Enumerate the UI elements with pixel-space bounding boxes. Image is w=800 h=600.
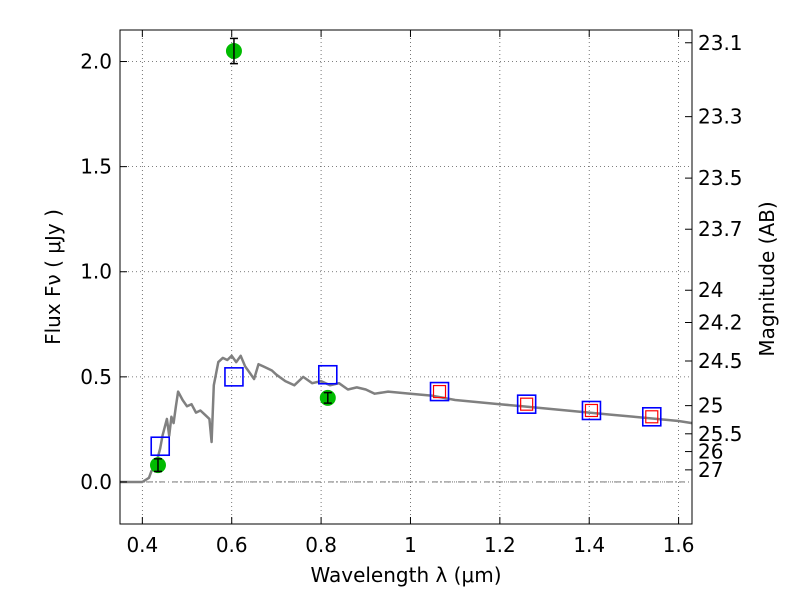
x-tick-label: 1.2 — [484, 533, 516, 557]
y-tick-label: 0.5 — [80, 365, 112, 389]
model-flux-box — [317, 364, 338, 385]
x-tick-label: 1 — [404, 533, 417, 557]
x-axis-ticks: 0.4 0.6 0.8 1 1.2 1.4 1.6 — [126, 30, 695, 557]
y-tick-label: 1.5 — [80, 155, 112, 179]
model-flux-box — [429, 381, 450, 402]
model-flux-box — [641, 406, 662, 427]
model-flux-box-inner — [520, 397, 534, 411]
model-flux-box — [581, 400, 602, 421]
x-tick-label: 0.8 — [305, 533, 337, 557]
model-flux-box-inner — [432, 384, 447, 399]
x-tick-label: 1.6 — [663, 533, 695, 557]
right-tick-label: 23.3 — [698, 105, 743, 129]
template-spectrum-line — [120, 354, 693, 484]
y-tick-label: 1.0 — [80, 260, 112, 284]
x-tick-label: 0.4 — [126, 533, 158, 557]
model-flux-box — [150, 436, 171, 457]
model-flux-box — [224, 367, 244, 387]
y-axis-label: Flux Fν ( μJy ) — [41, 209, 65, 345]
model-flux-box — [516, 394, 537, 414]
right-tick-label: 23.7 — [698, 217, 743, 241]
right-tick-label: 27 — [698, 458, 723, 482]
model-flux-box-inner — [584, 403, 599, 418]
model-flux-box-inner — [645, 410, 659, 424]
right-tick-label: 26 — [698, 440, 723, 464]
y-tick-label: 2.0 — [80, 50, 112, 74]
y-tick-label: 0.0 — [80, 470, 112, 494]
plot-series — [120, 37, 693, 484]
right-tick-label: 25.5 — [698, 422, 743, 446]
right-axis-label: Magnitude (AB) — [755, 201, 779, 356]
right-tick-label: 23.5 — [698, 166, 743, 190]
right-tick-label: 24.5 — [698, 349, 743, 373]
plot-frame — [119, 29, 693, 525]
right-tick-label: 24 — [698, 278, 723, 302]
right-tick-label: 24.2 — [698, 310, 743, 334]
right-tick-label: 23.1 — [698, 31, 743, 55]
x-tick-label: 0.6 — [216, 533, 248, 557]
y-axis-ticks: 0.0 0.5 1.0 1.5 2.0 — [80, 50, 127, 494]
x-tick-label: 1.4 — [573, 533, 605, 557]
right-tick-label: 25 — [698, 394, 723, 418]
x-axis-label: Wavelength λ (μm) — [310, 563, 501, 587]
grid — [120, 30, 692, 524]
